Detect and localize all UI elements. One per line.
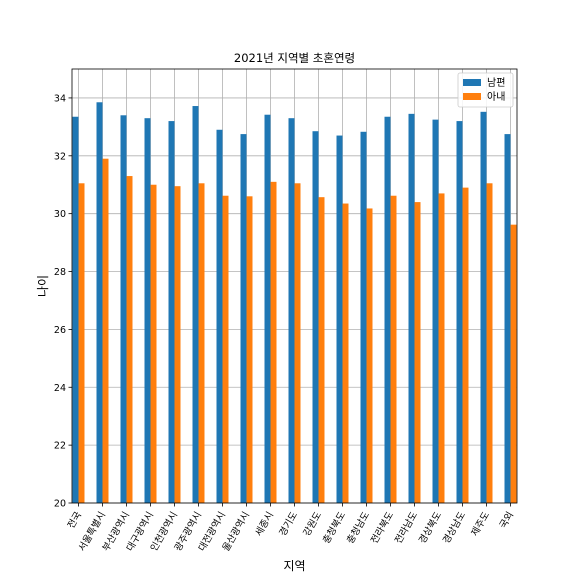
chart-title: 2021년 지역별 초혼연령 <box>234 51 355 65</box>
bar-husband <box>264 114 271 504</box>
x-tick-label: 국외 <box>497 510 516 531</box>
bar-husband <box>504 134 511 503</box>
legend-label: 남편 <box>487 77 505 89</box>
bar-husband <box>480 111 487 503</box>
y-axis-ticks: 20 22 24 26 28 30 32 34 <box>54 93 72 510</box>
y-tick-label: 20 <box>54 499 66 510</box>
bar-wife <box>510 224 517 504</box>
bar-wife <box>486 183 493 503</box>
bar-wife <box>126 176 133 503</box>
bar-husband <box>384 116 391 504</box>
bar-wife <box>366 208 373 503</box>
bar-husband <box>336 135 343 503</box>
bars <box>72 102 517 504</box>
bar-husband <box>120 115 127 503</box>
y-axis-label: 나이 <box>36 275 50 297</box>
bar-wife <box>342 203 349 504</box>
bar-husband <box>96 102 103 504</box>
bar-wife <box>390 195 397 503</box>
bar-wife <box>78 183 85 503</box>
bar-husband <box>360 131 367 503</box>
bar-husband <box>312 131 319 503</box>
x-tick-label: 제주도 <box>469 510 492 538</box>
bar-husband <box>192 106 199 503</box>
bar-wife <box>222 195 229 503</box>
y-tick-label: 34 <box>54 93 66 104</box>
bar-wife <box>270 181 277 503</box>
y-tick-label: 26 <box>54 325 66 336</box>
bar-wife <box>414 202 421 504</box>
bar-husband <box>432 119 439 503</box>
bar-husband <box>288 118 295 503</box>
bar-wife <box>198 183 205 503</box>
bar-wife <box>438 193 445 503</box>
bar-wife <box>318 197 325 503</box>
y-tick-label: 32 <box>54 151 66 162</box>
bar-husband <box>144 118 151 503</box>
bar-husband <box>216 129 223 503</box>
x-tick-label: 전국 <box>66 510 84 531</box>
bar-wife <box>462 187 469 504</box>
bar-wife <box>150 184 157 503</box>
y-tick-label: 28 <box>54 267 66 278</box>
x-tick-label: 강원도 <box>301 510 324 538</box>
x-axis-label: 지역 <box>283 559 305 573</box>
bar-wife <box>174 186 181 503</box>
x-tick-label: 경상남도 <box>440 509 468 546</box>
y-tick-label: 24 <box>54 383 66 394</box>
y-tick-label: 30 <box>54 209 66 220</box>
legend-swatch <box>463 93 481 100</box>
bar-husband <box>72 116 79 504</box>
bar-husband <box>408 113 415 503</box>
bar-wife <box>246 196 253 503</box>
bar-husband <box>168 121 175 503</box>
x-tick-label: 경기도 <box>277 509 301 538</box>
bar-wife <box>102 158 109 503</box>
y-tick-label: 22 <box>54 441 66 452</box>
bar-husband <box>240 134 247 503</box>
bar-husband <box>456 121 463 503</box>
bar-wife <box>294 183 301 503</box>
legend-label: 아내 <box>487 91 505 103</box>
legend-swatch <box>463 79 481 86</box>
x-tick-label: 세종시 <box>253 510 276 538</box>
